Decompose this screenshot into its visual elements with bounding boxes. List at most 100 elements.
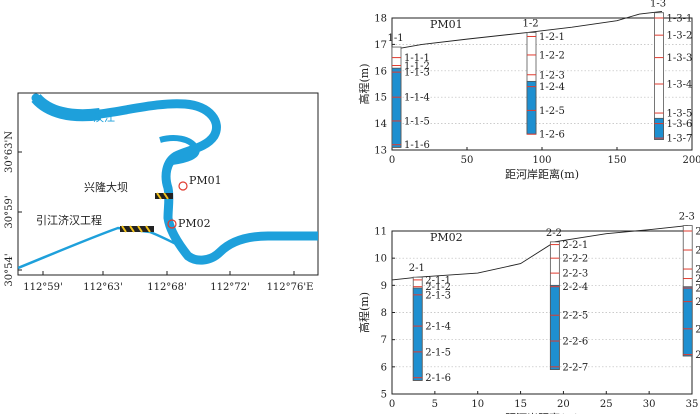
sample-label: 2-1-2 xyxy=(425,282,451,293)
chart-title: PM02 xyxy=(430,231,463,244)
site-pm02-label: PM02 xyxy=(178,217,211,230)
plot-frame xyxy=(391,230,693,395)
sample-label: 1-3-1 xyxy=(667,14,693,25)
sample-label: 1-3-6 xyxy=(667,119,693,130)
dam-hatch xyxy=(156,192,169,200)
sample-label: 2-1-6 xyxy=(425,373,451,384)
sample-label: 1-1-5 xyxy=(404,116,430,127)
sample-label: 1-3-5 xyxy=(667,109,693,120)
diversion-works-bar xyxy=(120,226,154,232)
y-tick-label: 7 xyxy=(381,335,387,346)
sample-label: 2-3-1 xyxy=(695,227,700,238)
sample-label: 2-1-3 xyxy=(425,290,451,301)
x-tick-label: 150 xyxy=(607,155,626,166)
site-pm02-marker xyxy=(167,219,177,229)
sample-label: 2-2-6 xyxy=(562,337,588,348)
sample-label: 2-3-7 xyxy=(695,324,700,335)
diversion-label: 引江济汉工程 xyxy=(36,213,102,227)
lon-tick: 112°72' xyxy=(210,282,250,293)
sample-label: 1-3-7 xyxy=(667,134,693,145)
x-tick-label: 25 xyxy=(600,399,613,410)
sample-label: 2-2-2 xyxy=(562,254,588,265)
profile-chart-pm01: 0 50 100 150 200 13 14 15 16 17 18 距河岸距离(m) 高程(m) PM0… xyxy=(357,0,700,181)
sample-label: 2-1-5 xyxy=(425,347,451,358)
x-tick-label: 20 xyxy=(557,399,570,410)
y-tick-label: 16 xyxy=(374,66,387,77)
sample-label: 1-1-6 xyxy=(404,140,430,151)
x-tick-label: 10 xyxy=(471,399,484,410)
core-saturated-zone xyxy=(654,117,664,140)
core-name: 2-3 xyxy=(679,212,695,223)
diversion-canal xyxy=(18,226,177,270)
river-label: 汉江 xyxy=(93,111,115,124)
x-tick-label: 5 xyxy=(432,399,438,410)
lon-tick: 112°76'E xyxy=(267,282,314,293)
sample-label: 2-3-6 xyxy=(695,297,700,308)
han-river-meander xyxy=(159,135,200,165)
sample-label: 2-3-8 xyxy=(695,350,700,361)
core-name: 2-1 xyxy=(409,263,425,274)
y-tick-label: 10 xyxy=(374,254,387,265)
sample-label: 2-2-3 xyxy=(562,269,588,280)
sample-label: 1-1-4 xyxy=(404,93,430,104)
sample-label: 2-1-1 xyxy=(425,275,451,286)
sample-label: 2-2-4 xyxy=(562,282,588,293)
sample-label: 2-2-5 xyxy=(562,311,588,322)
x-tick-label: 15 xyxy=(514,399,527,410)
lon-tick: 112°68' xyxy=(147,282,187,293)
sample-label: 2-2-7 xyxy=(562,362,588,373)
sample-label: 2-3-4 xyxy=(695,274,700,285)
x-tick-label: 50 xyxy=(461,155,474,166)
core-saturated-zone xyxy=(412,287,423,381)
sample-label: 1-2-4 xyxy=(539,82,565,93)
x-tick-label: 35 xyxy=(686,399,699,410)
y-tick-label: 6 xyxy=(381,362,387,373)
core-saturated-zone xyxy=(549,284,560,370)
lat-tick: 30°59' xyxy=(4,195,15,228)
y-tick-label: 9 xyxy=(381,281,387,292)
sample-label: 1-3-2 xyxy=(667,31,693,42)
y-tick-label: 17 xyxy=(374,40,387,51)
sample-label: 2-3-5 xyxy=(695,284,700,295)
core-saturated-zone xyxy=(682,286,693,357)
dam-label: 兴隆大坝 xyxy=(84,180,128,194)
sample-label: 2-1-4 xyxy=(425,322,451,333)
sample-label: 1-2-1 xyxy=(539,32,565,43)
sample-label: 1-2-2 xyxy=(539,50,565,61)
x-tick-label: 200 xyxy=(682,155,700,166)
lat-tick: 30°63'N xyxy=(4,131,15,173)
y-tick-label: 15 xyxy=(374,93,387,104)
han-river xyxy=(31,93,318,265)
core-saturated-zone xyxy=(391,67,402,148)
y-axis-label: 高程(m) xyxy=(357,63,371,104)
y-tick-label: 5 xyxy=(381,390,387,401)
ground-surface-line xyxy=(391,225,688,281)
sample-label: 2-3-2 xyxy=(695,246,700,257)
x-tick-label: 0 xyxy=(389,399,395,410)
sample-label: 2-3-3 xyxy=(695,265,700,276)
sample-label: 1-2-6 xyxy=(539,130,565,141)
y-tick-label: 8 xyxy=(381,308,387,319)
chart-title: PM01 xyxy=(430,18,463,31)
core-name: 2-2 xyxy=(546,228,562,239)
site-pm01-marker xyxy=(178,181,188,191)
core-name: 1-1 xyxy=(388,33,404,44)
x-tick-label: 100 xyxy=(532,155,551,166)
sample-label: 1-3-4 xyxy=(667,80,693,91)
y-axis-label: 高程(m) xyxy=(357,292,371,333)
sample-label: 1-2-3 xyxy=(539,70,565,81)
longitude-ticks: 112°59' 112°63' 112°68' 112°72' 112°76'E xyxy=(23,271,313,293)
x-tick-label: 0 xyxy=(389,155,395,166)
core-name: 1-3 xyxy=(650,0,666,10)
y-tick-label: 18 xyxy=(374,14,387,25)
x-tick-label: 30 xyxy=(643,399,656,410)
sample-label: 1-1-1 xyxy=(404,53,430,64)
y-tick-label: 11 xyxy=(374,227,387,238)
ground-surface-line xyxy=(391,10,663,51)
diversion-works-hatch xyxy=(121,225,151,233)
lat-tick: 30°54' xyxy=(4,253,15,286)
sample-label: 1-2-5 xyxy=(539,106,565,117)
sample-label: 1-3-3 xyxy=(667,53,693,64)
y-tick-label: 14 xyxy=(374,119,387,130)
